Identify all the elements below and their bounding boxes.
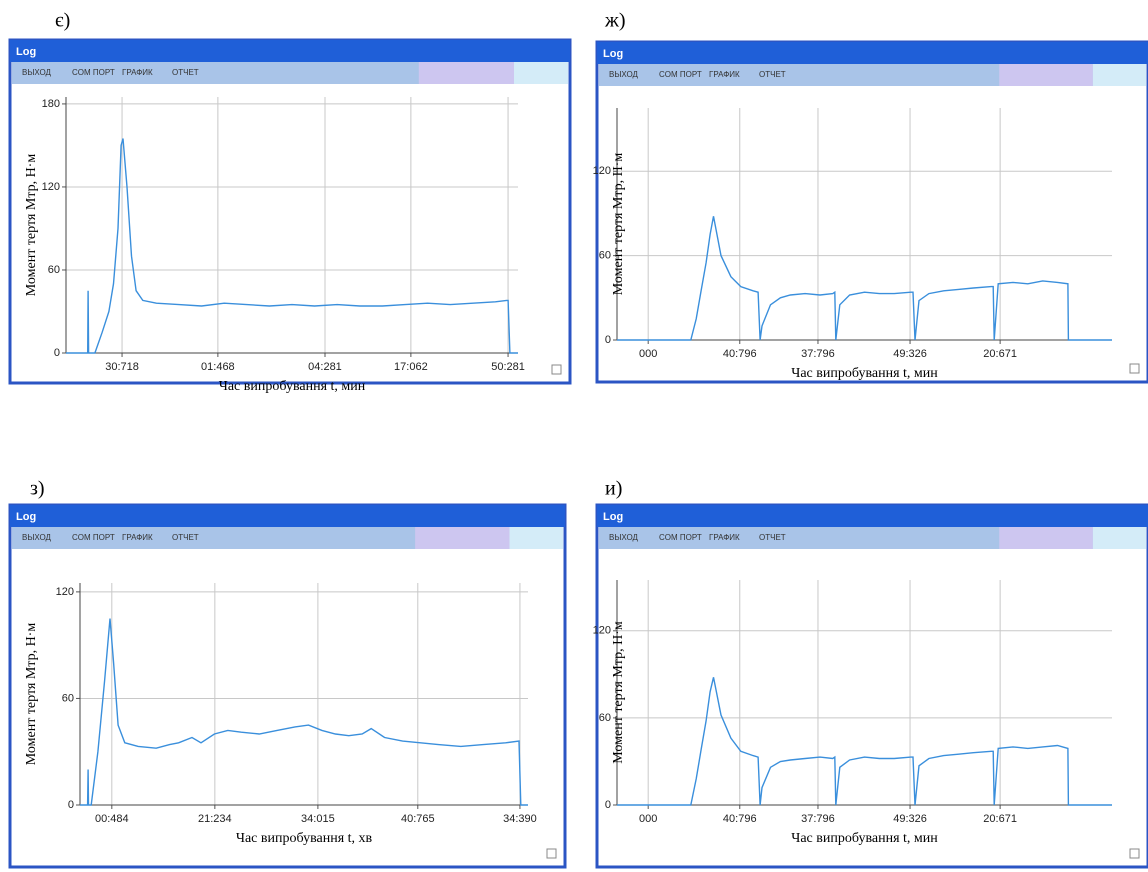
x-axis-label: Час випробування t, хв <box>236 831 373 846</box>
x-axis-label: Час випробування t, мин <box>791 366 938 381</box>
resize-box[interactable] <box>1129 363 1140 374</box>
menu-accent <box>418 62 514 84</box>
menu-item[interactable]: ВЫХОД <box>22 68 52 77</box>
menu-item[interactable]: ГРАФИК <box>122 68 153 77</box>
y-tick-label: 0 <box>605 334 611 346</box>
window-title: Log <box>603 48 623 60</box>
x-axis-label: Час випробування t, мин <box>791 831 938 846</box>
menu-item[interactable]: ВЫХОД <box>609 70 639 79</box>
panel: з) Log ВЫХОД COM ПОРТ ГРАФИК ОТЧЕТ 0 60 120 00:48… <box>8 478 567 869</box>
menu-accent <box>999 64 1093 86</box>
x-tick-label: 40:796 <box>723 813 757 825</box>
x-tick-label: 37:796 <box>801 348 835 360</box>
menu-item[interactable]: ГРАФИК <box>709 533 740 542</box>
panel: и) Log ВЫХОД COM ПОРТ ГРАФИК ОТЧЕТ 0 60 120 000 40… <box>593 478 1148 869</box>
x-tick-label: 00:484 <box>95 813 129 825</box>
resize-box[interactable] <box>551 364 562 375</box>
y-axis-label: Момент тертя Mтр, Н·м <box>24 623 39 766</box>
menu-item[interactable]: ОТЧЕТ <box>172 533 199 542</box>
data-line <box>617 216 1112 341</box>
data-line <box>617 677 1112 806</box>
resize-box[interactable] <box>1129 848 1140 859</box>
x-tick-label: 40:796 <box>723 348 757 360</box>
menu-item[interactable]: COM ПОРТ <box>659 533 702 542</box>
x-tick-label: 49:326 <box>893 813 927 825</box>
y-tick-label: 60 <box>62 692 74 704</box>
menu-accent <box>999 527 1093 549</box>
menu-item[interactable]: COM ПОРТ <box>72 533 115 542</box>
panel: ж) Log ВЫХОД COM ПОРТ ГРАФИК ОТЧЕТ 0 60 120 000 40… <box>593 10 1148 384</box>
y-tick-label: 120 <box>56 586 74 598</box>
x-tick-label: 40:765 <box>401 813 435 825</box>
x-tick-label: 37:796 <box>801 813 835 825</box>
menu-item[interactable]: ОТЧЕТ <box>759 533 786 542</box>
x-tick-label: 04:281 <box>308 361 342 373</box>
x-tick-label: 20:671 <box>983 813 1017 825</box>
title-bar <box>10 40 570 62</box>
y-tick-label: 180 <box>42 98 60 110</box>
panel-label: и) <box>605 478 622 500</box>
title-bar <box>597 42 1148 64</box>
y-tick-label: 0 <box>68 799 74 811</box>
menu-item[interactable]: ВЫХОД <box>609 533 639 542</box>
y-tick-label: 0 <box>605 799 611 811</box>
x-tick-label: 30:718 <box>105 361 139 373</box>
menu-item[interactable]: ГРАФИК <box>122 533 153 542</box>
menu-end <box>514 62 568 84</box>
menu-item[interactable]: ВЫХОД <box>22 533 52 542</box>
x-tick-label: 50:281 <box>491 361 525 373</box>
window-frame <box>8 503 567 869</box>
menu-item[interactable]: ОТЧЕТ <box>759 70 786 79</box>
menu-end <box>1092 64 1146 86</box>
y-axis-label: Момент тертя Mтр, Н·м <box>611 153 626 296</box>
panel: є) Log ВЫХОД COM ПОРТ ГРАФИК ОТЧЕТ 0 60 120 180 30… <box>8 10 572 394</box>
x-tick-label: 34:015 <box>301 813 335 825</box>
x-tick-label: 17:062 <box>394 361 428 373</box>
x-tick-label: 000 <box>639 813 657 825</box>
window-title: Log <box>603 511 623 523</box>
menu-end <box>1092 527 1146 549</box>
data-line <box>80 618 528 806</box>
panel-label: ж) <box>604 10 625 32</box>
resize-box[interactable] <box>546 848 557 859</box>
window-frame <box>8 38 572 385</box>
x-tick-label: 01:468 <box>201 361 235 373</box>
y-tick-label: 120 <box>42 181 60 193</box>
panel-label: є) <box>55 10 70 32</box>
menu-end <box>509 527 563 549</box>
y-axis-label: Момент тертя Mтр, Н·м <box>24 154 39 297</box>
x-axis-label: Час випробування t, мин <box>219 379 366 394</box>
y-tick-label: 120 <box>593 165 611 177</box>
x-tick-label: 000 <box>639 348 657 360</box>
x-tick-label: 49:326 <box>893 348 927 360</box>
y-tick-label: 60 <box>599 712 611 724</box>
menu-item[interactable]: ГРАФИК <box>709 70 740 79</box>
title-bar <box>597 505 1148 527</box>
title-bar <box>10 505 565 527</box>
menu-accent <box>415 527 510 549</box>
y-tick-label: 60 <box>48 264 60 276</box>
x-tick-label: 20:671 <box>983 348 1017 360</box>
data-line <box>66 138 518 354</box>
y-axis-label: Момент тертя Mтр, Н·м <box>611 621 626 764</box>
window-frame <box>595 40 1148 384</box>
x-tick-label: 34:390 <box>503 813 537 825</box>
menu-item[interactable]: COM ПОРТ <box>72 68 115 77</box>
panel-label: з) <box>30 478 45 500</box>
menu-item[interactable]: COM ПОРТ <box>659 70 702 79</box>
menu-item[interactable]: ОТЧЕТ <box>172 68 199 77</box>
y-tick-label: 0 <box>54 347 60 359</box>
window-title: Log <box>16 511 36 523</box>
y-tick-label: 60 <box>599 250 611 262</box>
window-frame <box>595 503 1148 869</box>
window-title: Log <box>16 46 36 58</box>
y-tick-label: 120 <box>593 625 611 637</box>
x-tick-label: 21:234 <box>198 813 232 825</box>
